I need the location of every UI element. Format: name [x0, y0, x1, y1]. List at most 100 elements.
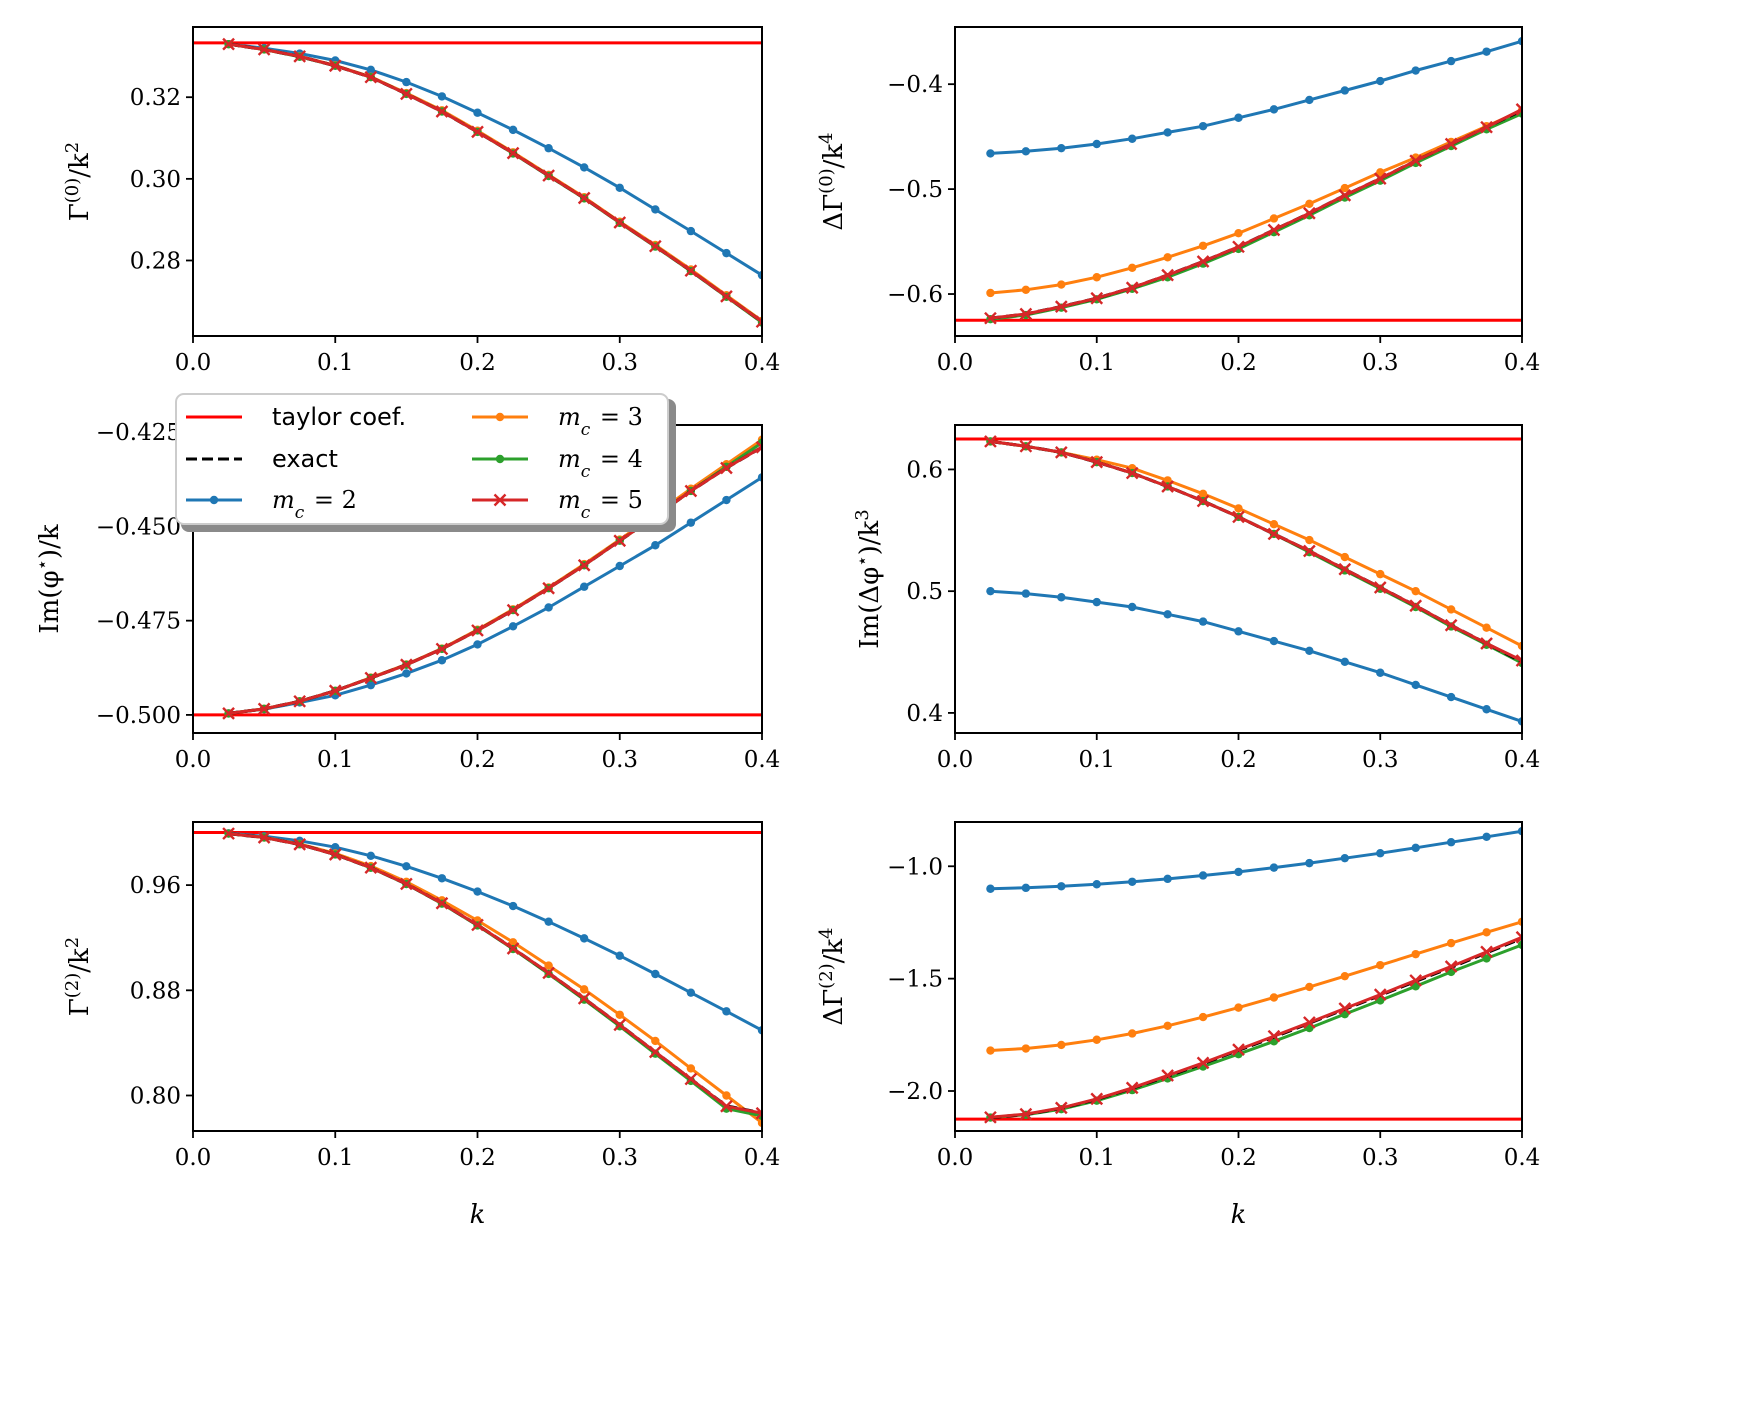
- point-m2: [437, 874, 447, 883]
- y-tick-label: 0.5: [906, 579, 943, 605]
- point-m2: [1305, 95, 1314, 105]
- panel-middle-right: 0.0 0.1 0.2 0.3 0.4 0.4 0.5 0.6 Im(Δφ⋆)/k3: [852, 424, 1540, 773]
- point-m2: [1482, 47, 1491, 56]
- point-m5: [684, 484, 698, 498]
- y-axis-label: ΔΓ(2)/k4: [816, 927, 850, 1025]
- point-m3: [1198, 1012, 1208, 1022]
- legend-label-m4: mc = 4: [558, 445, 643, 482]
- point-m2: [651, 205, 660, 214]
- y-tick-label: 0.88: [130, 978, 181, 1004]
- point-m5: [1515, 654, 1522, 667]
- x-tick-label: 0.2: [459, 747, 496, 773]
- point-m2: [366, 851, 376, 860]
- point-m5: [257, 831, 271, 844]
- point-m3: [1198, 241, 1208, 250]
- point-m2: [1305, 646, 1314, 656]
- point-m5: [1303, 544, 1316, 558]
- y-axis-label: Γ(0)/k2: [62, 142, 96, 222]
- point-m5: [1303, 206, 1316, 220]
- point-m2: [1376, 668, 1385, 677]
- point-m2: [1234, 113, 1243, 122]
- point-m2: [579, 934, 589, 943]
- point-m2: [1198, 617, 1208, 626]
- point-m3: [1163, 253, 1172, 262]
- point-m5: [328, 684, 342, 698]
- point-m5: [293, 50, 307, 63]
- legend-label-exact: exact: [272, 445, 338, 473]
- x-tick-label: 0.0: [937, 1145, 974, 1171]
- point-m5: [257, 702, 271, 716]
- point-m2: [1411, 66, 1420, 75]
- point-m2: [473, 640, 482, 649]
- x-axis-label: k: [470, 1200, 486, 1230]
- x-tick-label: 0.3: [601, 350, 638, 376]
- point-m5: [1480, 120, 1493, 134]
- series-m5: [984, 930, 1522, 1124]
- point-m3: [1234, 504, 1243, 513]
- panel-top-left: 0.0 0.1 0.2 0.3 0.4 0.28 0.30 0.32 Γ(0)/k2: [62, 26, 780, 376]
- point-m3: [1305, 199, 1314, 208]
- series-m2-line: [990, 589, 1522, 723]
- point-m5: [984, 311, 997, 325]
- point-m2: [1269, 105, 1279, 114]
- point-m3: [651, 1036, 660, 1046]
- point-m3: [1092, 1035, 1101, 1044]
- series-m5-line: [990, 439, 1522, 662]
- point-m3: [1482, 928, 1491, 937]
- point-m5: [1480, 945, 1493, 959]
- point-m2: [1446, 692, 1456, 702]
- x-tick-label: 0.0: [175, 1145, 212, 1171]
- point-m5: [1409, 974, 1423, 987]
- point-m2: [1057, 143, 1066, 153]
- x-tick-label: 0.2: [1220, 747, 1257, 773]
- point-m2: [544, 603, 553, 612]
- point-m5: [506, 942, 520, 955]
- x-tick-label: 0.0: [175, 747, 212, 773]
- point-m3: [1305, 535, 1314, 545]
- y-tick-label: −1.5: [887, 967, 943, 993]
- point-m2: [686, 226, 696, 236]
- point-m5: [364, 861, 378, 874]
- point-m5: [1090, 1092, 1104, 1106]
- point-m3: [1163, 476, 1172, 485]
- legend-box: [175, 393, 669, 525]
- point-m2: [1446, 56, 1456, 66]
- legend-label-m2: mc = 2: [272, 486, 357, 523]
- point-m5: [1480, 637, 1493, 650]
- point-m3: [1127, 1029, 1137, 1038]
- point-m3: [686, 1064, 696, 1073]
- x-tick-label: 0.1: [317, 1145, 354, 1171]
- series-m3-line: [990, 109, 1522, 295]
- point-m2: [615, 183, 624, 193]
- point-m4: [1517, 940, 1522, 950]
- point-m4: [1482, 954, 1491, 963]
- point-m5: [1444, 960, 1458, 973]
- point-m2: [1127, 134, 1137, 143]
- y-tick-label: 0.4: [906, 701, 943, 727]
- point-m2: [1517, 36, 1522, 46]
- point-m5: [542, 966, 555, 980]
- point-m2: [402, 669, 411, 678]
- point-m3: [1163, 1021, 1172, 1031]
- x-tick-label: 0.1: [317, 747, 354, 773]
- point-m5: [222, 707, 235, 720]
- point-m5: [577, 191, 591, 205]
- point-m2: [331, 843, 340, 852]
- y-axis-label: Im(φ⋆)/k: [32, 524, 66, 633]
- point-m2: [1234, 867, 1243, 877]
- point-m2: [1198, 121, 1208, 131]
- panel-bottom-right: 0.0 0.1 0.2 0.3 0.4 −2.0 −1.5 −1.0 ΔΓ(2)/k4 k: [816, 821, 1540, 1230]
- point-m5: [1196, 1056, 1210, 1070]
- panel-top-right: 0.0 0.1 0.2 0.3 0.4 −0.6 −0.5 −0.4 ΔΓ(0)/k4: [816, 26, 1540, 376]
- point-m2: [1198, 871, 1208, 880]
- point-m2: [1163, 610, 1172, 619]
- point-m2: [1092, 139, 1101, 149]
- point-m5: [1196, 255, 1210, 268]
- point-m3: [722, 1091, 731, 1100]
- x-tick-label: 0.2: [459, 1145, 496, 1171]
- point-m2: [1411, 680, 1420, 690]
- point-m5: [435, 642, 449, 656]
- point-m2: [1340, 853, 1350, 863]
- y-tick-label: −0.475: [96, 609, 181, 635]
